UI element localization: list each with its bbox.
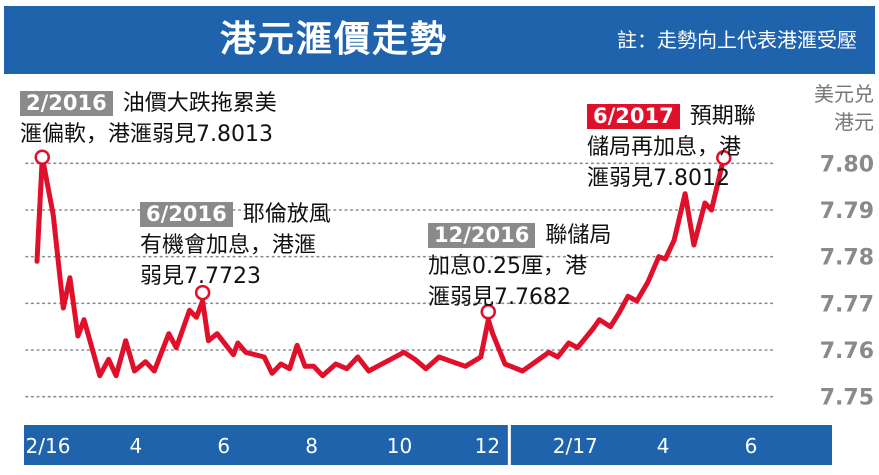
annotation-date-tag: 6/2017 xyxy=(587,104,680,129)
highlight-point xyxy=(194,284,211,301)
x-tick-label: 2/16 xyxy=(26,434,71,458)
highlight-point xyxy=(34,149,51,166)
chart-title: 港元滙價走勢 xyxy=(219,19,448,60)
annotation-text: 滙弱見7.7682 xyxy=(428,285,571,310)
series-line xyxy=(34,154,727,379)
y-tick-label: 7.76 xyxy=(820,339,874,364)
annotation-date-tag: 6/2016 xyxy=(140,202,233,227)
x-tick-label: 6 xyxy=(217,434,230,458)
annotation-jun-2017: 6/2017 預期聯 儲局再加息，港 滙弱見7.8012 xyxy=(587,101,756,194)
x-axis-band xyxy=(24,425,832,465)
highlight-markers xyxy=(34,149,732,320)
annotation-text: 儲局再加息，港 xyxy=(587,135,742,160)
annotation-text: 耶倫放風 xyxy=(242,202,331,227)
annotation-text: 油價大跌拖累美 xyxy=(122,91,277,116)
annotation-text: 滙弱見7.8012 xyxy=(587,166,730,191)
x-tick-label: 10 xyxy=(387,434,412,458)
y-tick-label: 7.80 xyxy=(820,152,874,177)
series-line-group xyxy=(34,154,727,379)
x-tick-label: 12 xyxy=(475,434,500,458)
title-banner: 港元滙價走勢 註：走勢向上代表港滙受壓 xyxy=(4,6,875,74)
x-tick-label: 8 xyxy=(305,434,318,458)
annotation-text: 弱見7.7723 xyxy=(140,264,261,289)
annotation-text: 滙偏軟，港滙弱見7.8013 xyxy=(20,122,273,147)
x-tick-labels: 2/16 4 6 8 10 12 2/17 4 6 xyxy=(26,434,758,458)
annotation-dec-2016: 12/2016 聯儲局 加息0.25厘，港 滙弱見7.7682 xyxy=(428,220,611,313)
y-tick-labels: 7.75 7.76 7.77 7.78 7.79 7.80 xyxy=(820,152,874,410)
x-tick-label: 4 xyxy=(657,434,670,458)
gridlines xyxy=(25,162,774,398)
annotation-text: 預期聯 xyxy=(689,104,756,129)
x-tick-label: 6 xyxy=(745,434,758,458)
y-axis-unit: 美元兑 港元 xyxy=(774,80,874,136)
y-tick-label: 7.77 xyxy=(820,292,874,317)
y-axis-unit-line1: 美元兑 xyxy=(814,82,874,106)
x-axis-bar xyxy=(24,425,832,465)
x-tick-label: 4 xyxy=(129,434,142,458)
annotation-date-tag: 12/2016 xyxy=(428,223,536,248)
highlight-point xyxy=(716,149,732,166)
y-axis-unit-line2: 港元 xyxy=(834,110,874,134)
highlight-point xyxy=(480,303,497,320)
y-tick-label: 7.75 xyxy=(820,386,874,411)
x-tick-label: 2/17 xyxy=(553,434,598,458)
y-tick-label: 7.78 xyxy=(820,246,874,271)
annotation-text: 有機會加息，港滙 xyxy=(140,233,317,258)
y-tick-label: 7.79 xyxy=(820,199,874,224)
annotation-jun-2016: 6/2016 耶倫放風 有機會加息，港滙 弱見7.7723 xyxy=(140,199,331,292)
annotation-date-tag: 2/2016 xyxy=(20,91,113,116)
annotation-feb-2016: 2/2016 油價大跌拖累美 滙偏軟，港滙弱見7.8013 xyxy=(20,88,277,150)
chart-note: 註：走勢向上代表港滙受壓 xyxy=(617,28,857,52)
annotation-text: 加息0.25厘，港 xyxy=(428,254,587,279)
annotation-text: 聯儲局 xyxy=(545,223,612,248)
